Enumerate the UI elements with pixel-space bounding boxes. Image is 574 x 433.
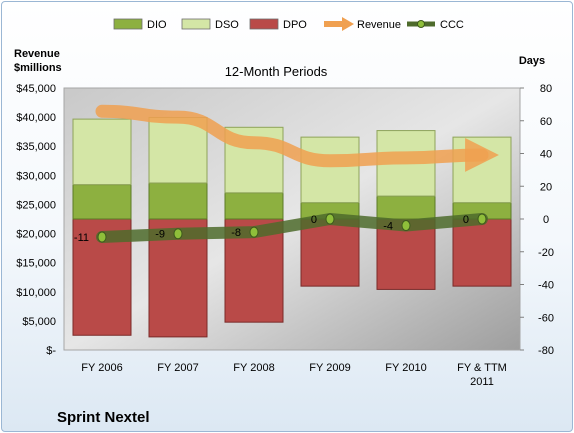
- legend-arrowhead-revenue: [342, 17, 354, 31]
- legend-label-revenue: Revenue: [357, 19, 401, 31]
- bar-dso-fy-2007: [148, 116, 208, 184]
- series-ccc-line: [96, 213, 488, 244]
- series-revenue-line: [95, 104, 499, 172]
- y-right-tick-6: -40: [538, 280, 554, 292]
- y-left-tick-9: $-: [46, 345, 56, 357]
- ccc-data-label-fy-2009: 0: [311, 214, 317, 226]
- chart-legend: DIO DSO DPO Revenue CCC: [113, 17, 464, 31]
- y-left-ticks: $45,000 $40,000 $35,000 $30,000 $25,000 $20,0…: [16, 83, 56, 357]
- legend-item-revenue: Revenue: [324, 17, 401, 31]
- ccc-point-fy-ttm-2011: [477, 213, 487, 225]
- x-tick-fy-2010: FY 2010: [385, 362, 426, 374]
- x-tick-fy-2006: FY 2006: [81, 362, 122, 374]
- y-right-tick-2: 40: [540, 149, 552, 161]
- y-left-tick-3: $30,000: [16, 170, 56, 182]
- ccc-data-label-fy-2007: -9: [155, 229, 165, 241]
- y-right-tick-4: 0: [543, 214, 549, 226]
- bar-dso-fy-2006: [72, 118, 132, 186]
- legend-label-dio: DIO: [147, 19, 167, 31]
- y-left-tick-1: $40,000: [16, 112, 56, 124]
- legend-label-dso: DSO: [215, 19, 239, 31]
- x-tick-labels: FY 2006 FY 2007 FY 2008 FY 2009 FY 2010 FY & …: [81, 362, 507, 388]
- legend-swatch-dpo: [249, 18, 279, 30]
- x-tick-fy-ttm-2011: FY & TTM: [457, 362, 507, 374]
- bar-dso-fy-2009: [300, 136, 360, 204]
- y-right-tick-1: 60: [540, 116, 552, 128]
- legend-marker-ccc: [417, 20, 425, 28]
- legend-item-dpo: DPO: [249, 18, 307, 31]
- ccc-point-fy-2008: [249, 226, 259, 238]
- chart-title: 12-Month Periods: [225, 64, 328, 79]
- y-left-tick-2: $35,000: [16, 141, 56, 153]
- ccc-data-label-fy-2010: -4: [383, 221, 393, 233]
- legend-label-ccc: CCC: [440, 19, 464, 31]
- x-tick-fy-ttm-2011-line2: 2011: [470, 376, 494, 388]
- bar-dio-fy-2008: [224, 192, 284, 220]
- legend-label-dpo: DPO: [283, 19, 307, 31]
- legend-item-dio: DIO: [113, 18, 167, 31]
- bar-dio-fy-2007: [148, 182, 208, 220]
- bar-dpo-fy-ttm-2011: [452, 218, 512, 287]
- legend-swatch-dso: [181, 18, 211, 30]
- bar-layer: [72, 116, 512, 338]
- x-tick-fy-2007: FY 2007: [157, 362, 198, 374]
- y-right-tick-8: -80: [538, 345, 554, 357]
- y-left-tick-7: $10,000: [16, 287, 56, 299]
- y-left-label-line1: Revenue: [14, 48, 60, 60]
- y-left-tick-6: $15,000: [16, 258, 56, 270]
- y-left-tick-0: $45,000: [16, 83, 56, 95]
- legend-swatch-dio: [113, 18, 143, 30]
- ccc-data-label-fy-2008: -8: [231, 227, 241, 239]
- y-right-label: Days: [519, 55, 545, 67]
- x-tick-fy-2008: FY 2008: [233, 362, 274, 374]
- ccc-data-label-fy-ttm-2011: 0: [463, 214, 469, 226]
- ccc-layer: -11 -9 -8 0 -4 0: [74, 213, 488, 244]
- y-left-tick-5: $20,000: [16, 229, 56, 241]
- legend-item-dso: DSO: [181, 18, 239, 31]
- bar-dio-fy-2010: [376, 195, 436, 220]
- y-right-ticks: 80 60 40 20 0 -20 -40 -60 -80: [520, 83, 554, 357]
- y-right-tick-5: -20: [538, 247, 554, 259]
- x-tick-fy-2009: FY 2009: [309, 362, 350, 374]
- bar-dpo-fy-2009: [300, 218, 360, 287]
- ccc-point-fy-2009: [325, 213, 335, 225]
- ccc-point-fy-2010: [401, 220, 411, 232]
- ccc-point-fy-2006: [97, 231, 107, 243]
- bar-dio-fy-2006: [72, 184, 132, 220]
- y-right-tick-3: 20: [540, 181, 552, 193]
- bar-dso-fy-ttm-2011: [452, 136, 512, 204]
- y-left-tick-4: $25,000: [16, 199, 56, 211]
- revenue-layer: [95, 104, 499, 172]
- y-right-tick-7: -60: [538, 312, 554, 324]
- y-right-tick-0: 80: [540, 83, 552, 95]
- ccc-point-fy-2007: [173, 228, 183, 240]
- company-name: Sprint Nextel: [57, 409, 150, 426]
- y-left-tick-8: $5,000: [22, 316, 56, 328]
- y-left-label-line2: $millions: [14, 62, 62, 74]
- ccc-data-label-fy-2006: -11: [74, 232, 89, 244]
- legend-item-ccc: CCC: [407, 19, 464, 31]
